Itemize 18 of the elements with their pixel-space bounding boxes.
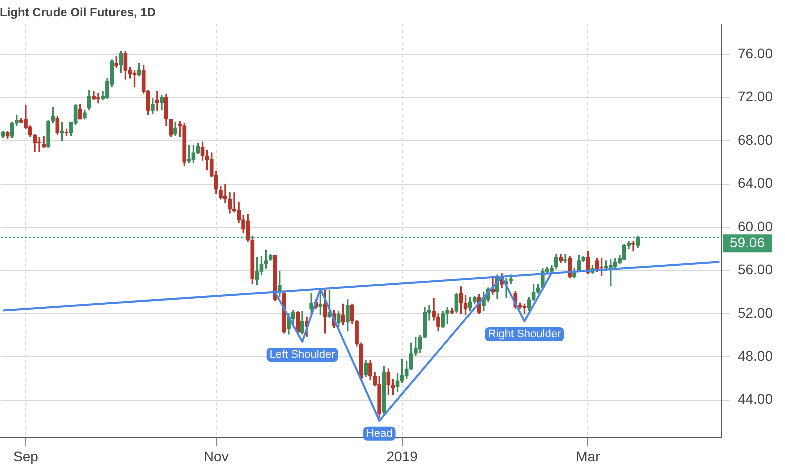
y-tick-label: 44.00 [738,391,774,408]
ref-line-label: 59.06 [730,234,766,251]
y-tick-label: 76.00 [738,46,774,62]
chart-title: Light Crude Oil Futures, 1D [0,6,156,20]
y-tick-label: 52.00 [738,304,774,321]
y-tick-label: 72.00 [738,88,774,105]
x-tick-label: 2019 [386,448,418,464]
y-tick-label: 64.00 [738,175,774,192]
y-tick-label: 56.00 [738,262,774,278]
x-tick-label: Nov [204,448,229,464]
y-tick-label: 60.00 [738,218,774,234]
annotation: Right Shoulder [488,328,562,341]
y-tick-label: 48.00 [738,348,774,364]
annotation: Left Shoulder [270,349,336,362]
x-tick-label: Mar [576,448,601,464]
x-tick-label: Sep [13,448,39,464]
annotation: Head [366,428,393,440]
y-tick-label: 68.00 [738,132,774,148]
